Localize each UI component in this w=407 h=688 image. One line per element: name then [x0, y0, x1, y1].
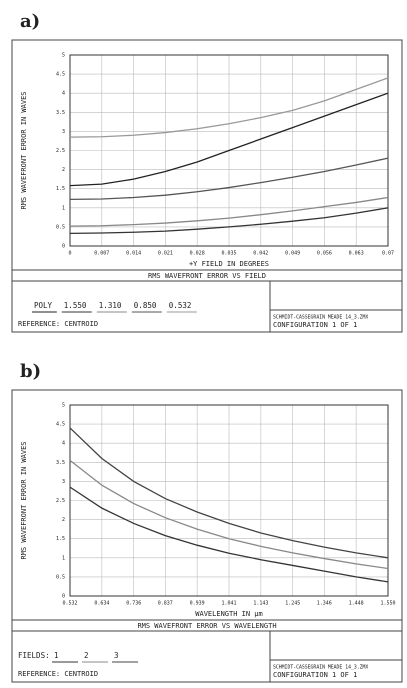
y-tick-label: 3: [62, 129, 65, 135]
panel-label: b): [20, 361, 41, 382]
x-tick-label: 0.736: [126, 601, 141, 607]
series-line: [69, 196, 389, 227]
x-tick-label: 0.063: [349, 251, 364, 257]
file-name: SCHMIDT-CASSEGRAIN MEADE 14_3.ZMX: [273, 665, 368, 671]
legend-label: 1.310: [99, 301, 122, 310]
x-tick-label: 0.035: [221, 251, 236, 257]
file-name: SCHMIDT-CASSEGRAIN MEADE 14_3.ZMX: [273, 315, 368, 321]
y-tick-label: 5: [62, 403, 65, 409]
x-tick-label: 0.028: [190, 251, 205, 257]
y-tick-label: 1: [62, 555, 65, 561]
legend-label: 0.850: [134, 301, 157, 310]
x-tick-label: 1.448: [349, 601, 364, 607]
x-tick-label: 1.143: [253, 601, 268, 607]
x-tick-label: 1.041: [221, 601, 236, 607]
x-tick-label: 1.550: [380, 601, 395, 607]
series-line: [69, 157, 389, 201]
y-axis-label: RMS WAVEFRONT ERROR IN WAVES: [20, 91, 28, 209]
y-tick-label: 0.5: [56, 224, 65, 230]
plot-border: [69, 54, 389, 247]
y-tick-label: 0: [62, 244, 65, 250]
chart-title: RMS WAVEFRONT ERROR VS WAVELENGTH: [137, 622, 276, 630]
x-tick-label: 0.042: [253, 251, 268, 257]
x-tick-label: 0.007: [94, 251, 109, 257]
y-tick-label: 0.5: [56, 574, 65, 580]
x-tick-label: 0.837: [158, 601, 173, 607]
chart-title: RMS WAVEFRONT ERROR VS FIELD: [148, 272, 266, 280]
series-line: [69, 207, 389, 235]
frame: [11, 389, 403, 683]
series-line: [69, 486, 389, 583]
legend-label: 1: [54, 651, 59, 660]
x-tick-label: 0: [68, 251, 71, 257]
frame: [11, 39, 403, 333]
series-line: [69, 427, 389, 559]
x-axis-label: +Y FIELD IN DEGREES: [189, 260, 269, 268]
legend-label: POLY: [34, 301, 53, 310]
y-tick-label: 1: [62, 205, 65, 211]
y-tick-label: 2.5: [56, 148, 65, 154]
legend-label: 0.532: [169, 301, 192, 310]
x-tick-label: 1.346: [317, 601, 332, 607]
y-tick-label: 4.5: [56, 422, 65, 428]
y-tick-label: 1.5: [56, 536, 65, 542]
y-tick-label: 3: [62, 479, 65, 485]
x-tick-label: 0.021: [158, 251, 173, 257]
legend-label: 3: [114, 651, 119, 660]
series-line: [69, 92, 389, 187]
reference: REFERENCE: CENTROID: [18, 670, 98, 678]
x-tick-label: 0.056: [317, 251, 332, 257]
y-tick-label: 3.5: [56, 460, 65, 466]
series-line: [69, 459, 389, 570]
y-tick-label: 4.5: [56, 72, 65, 78]
y-tick-label: 5: [62, 53, 65, 59]
x-tick-label: 0.049: [285, 251, 300, 257]
y-tick-label: 2: [62, 517, 65, 523]
legend-label: 1.550: [64, 301, 87, 310]
series-line: [69, 77, 389, 138]
y-tick-label: 4: [62, 441, 65, 447]
x-tick-label: 0.939: [190, 601, 205, 607]
y-tick-label: 2.5: [56, 498, 65, 504]
x-tick-label: 0.532: [62, 601, 77, 607]
x-axis-label: WAVELENGTH IN µm: [195, 610, 262, 618]
x-tick-label: 0.634: [94, 601, 109, 607]
configuration: CONFIGURATION 1 OF 1: [273, 321, 357, 329]
y-tick-label: 2: [62, 167, 65, 173]
legend-label: 2: [84, 651, 89, 660]
x-tick-label: 0.014: [126, 251, 141, 257]
y-axis-label: RMS WAVEFRONT ERROR IN WAVES: [20, 441, 28, 559]
y-tick-label: 3.5: [56, 110, 65, 116]
x-tick-label: 0.07: [382, 251, 394, 257]
reference: REFERENCE: CENTROID: [18, 320, 98, 328]
legend-title: FIELDS:: [18, 651, 50, 660]
y-tick-label: 4: [62, 91, 65, 97]
x-tick-label: 1.245: [285, 601, 300, 607]
configuration: CONFIGURATION 1 OF 1: [273, 671, 357, 679]
panel-label: a): [20, 11, 40, 32]
plot-border: [69, 404, 389, 597]
y-tick-label: 0: [62, 594, 65, 600]
y-tick-label: 1.5: [56, 186, 65, 192]
